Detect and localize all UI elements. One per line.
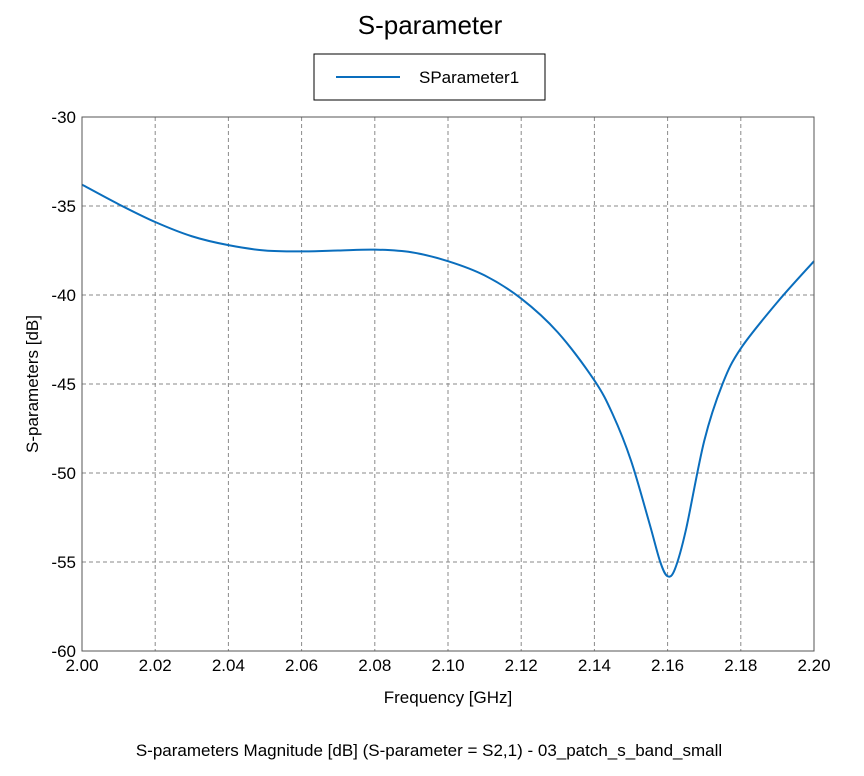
x-tick-label: 2.18	[724, 656, 757, 675]
y-tick-label: -55	[51, 553, 76, 572]
y-tick-label: -40	[51, 286, 76, 305]
x-tick-label: 2.16	[651, 656, 684, 675]
x-tick-label: 2.20	[797, 656, 830, 675]
y-tick-label: -60	[51, 642, 76, 661]
plot-frame	[81, 116, 815, 652]
grid	[82, 117, 814, 651]
x-tick-label: 2.12	[505, 656, 538, 675]
x-tick-label: 2.02	[139, 656, 172, 675]
y-tick-label: -35	[51, 197, 76, 216]
chart-title: S-parameter	[358, 10, 503, 40]
legend-series-label: SParameter1	[419, 68, 519, 87]
x-axis-label: Frequency [GHz]	[384, 688, 513, 707]
x-axis-ticks: 2.00 2.02 2.04 2.06 2.08 2.10 2.12 2.14 2.16 2.18…	[65, 656, 830, 675]
series-line-sparameter1	[81, 183, 815, 578]
x-tick-label: 2.08	[358, 656, 391, 675]
x-tick-label: 2.04	[212, 656, 245, 675]
x-tick-label: 2.10	[431, 656, 464, 675]
x-tick-label: 2.00	[65, 656, 98, 675]
y-tick-label: -50	[51, 464, 76, 483]
y-axis-ticks: -30 -35 -40 -45 -50 -55 -60	[51, 108, 76, 661]
y-tick-label: -45	[51, 375, 76, 394]
x-tick-label: 2.06	[285, 656, 318, 675]
y-axis-label: S-parameters [dB]	[23, 315, 42, 453]
chart-caption: S-parameters Magnitude [dB] (S-parameter…	[136, 741, 722, 760]
x-tick-label: 2.14	[578, 656, 611, 675]
legend: SParameter1	[313, 53, 546, 101]
y-tick-label: -30	[51, 108, 76, 127]
